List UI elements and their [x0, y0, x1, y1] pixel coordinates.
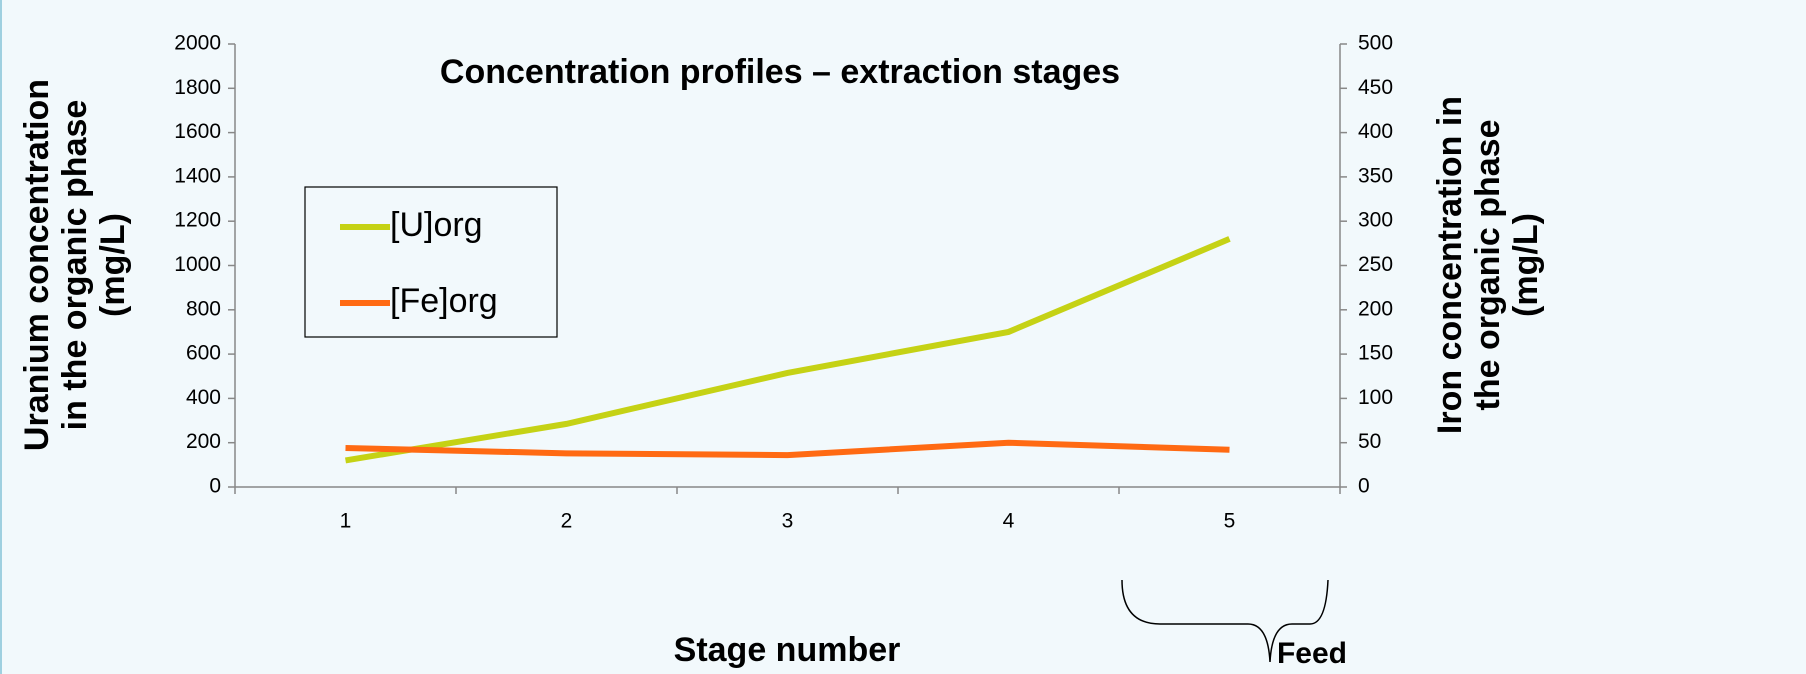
y-tick-label: 1400 — [174, 164, 221, 187]
legend-label: [Fe]org — [390, 282, 498, 320]
y2-tick-label: 350 — [1358, 164, 1393, 187]
y2-axis-label: (mg/L) — [1507, 213, 1545, 317]
y2-tick-label: 200 — [1358, 297, 1393, 320]
y2-tick-label: 0 — [1358, 475, 1370, 498]
annotation: Feed — [1277, 637, 1347, 670]
y2-axis-label: Iron concentration in — [1431, 96, 1469, 434]
x-tick-label: 1 — [340, 510, 352, 533]
y-tick-label: 200 — [186, 430, 221, 453]
y-axis-label: in the organic phase — [56, 100, 94, 431]
y2-tick-label: 500 — [1358, 32, 1393, 55]
x-axis-label: Stage number — [674, 631, 901, 669]
y2-tick-label: 300 — [1358, 209, 1393, 232]
x-tick-label: 5 — [1224, 510, 1236, 533]
y2-tick-label: 50 — [1358, 430, 1381, 453]
y-tick-label: 1200 — [174, 209, 221, 232]
y-tick-label: 400 — [186, 386, 221, 409]
y-axis-label: (mg/L) — [94, 213, 132, 317]
y-axis-label: Uranium concentration — [18, 79, 56, 451]
y-tick-label: 600 — [186, 342, 221, 365]
x-tick-label: 4 — [1003, 510, 1015, 533]
x-tick-label: 3 — [782, 510, 794, 533]
line-series — [345, 439, 1230, 459]
feed-brace — [1121, 579, 1329, 663]
y-tick-label: 1800 — [174, 76, 221, 99]
chart-title: Concentration profiles – extraction stag… — [440, 53, 1120, 91]
y-tick-label: 0 — [209, 475, 221, 498]
y-tick-label: 800 — [186, 297, 221, 320]
x-tick-label: 2 — [561, 510, 573, 533]
line-series — [345, 236, 1231, 464]
legend-box — [304, 186, 558, 338]
y-tick-label: 1600 — [174, 120, 221, 143]
y2-tick-label: 100 — [1358, 386, 1393, 409]
y2-axis-label: the organic phase — [1469, 120, 1507, 411]
y2-tick-label: 400 — [1358, 120, 1393, 143]
y2-tick-label: 150 — [1358, 342, 1393, 365]
y2-tick-label: 250 — [1358, 253, 1393, 276]
y-tick-label: 1000 — [174, 253, 221, 276]
legend-label: [U]org — [390, 206, 483, 244]
y2-tick-label: 450 — [1358, 76, 1393, 99]
y-tick-label: 2000 — [174, 32, 221, 55]
